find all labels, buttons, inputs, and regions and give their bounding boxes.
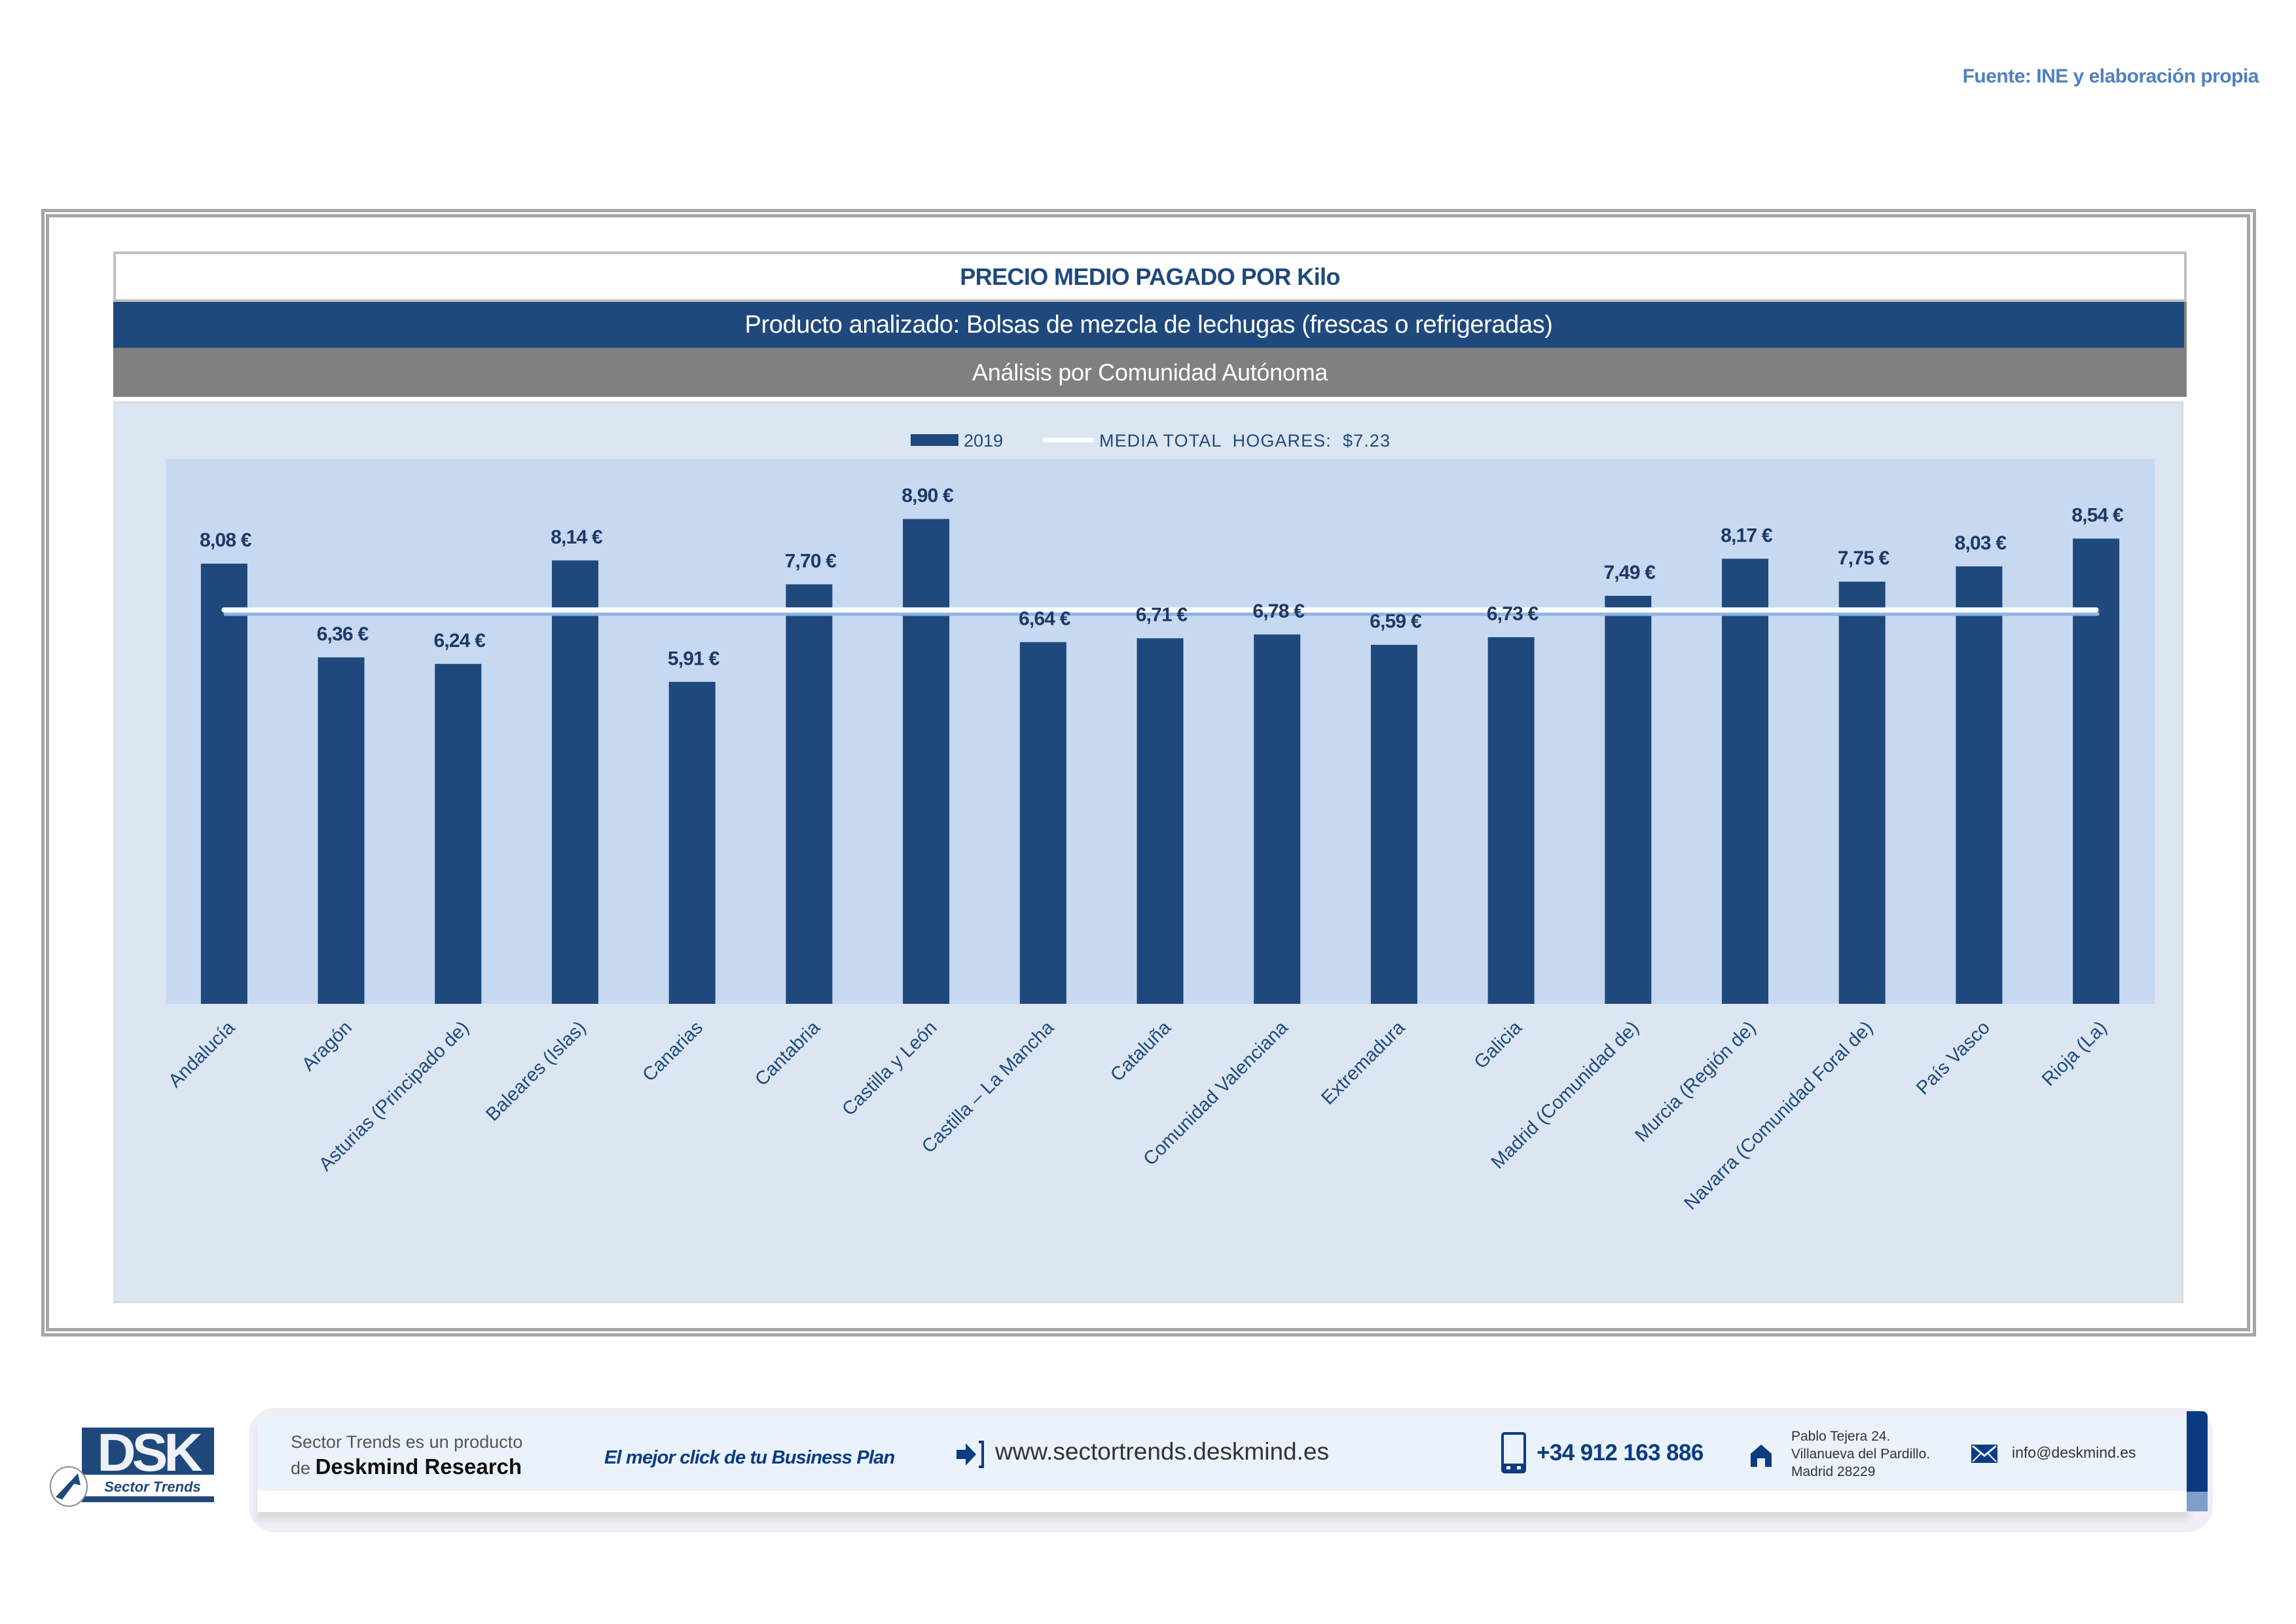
bar xyxy=(1370,644,1417,1004)
x-tick-label: Galicia xyxy=(1470,1017,1527,1073)
data-label: 7,70 € xyxy=(785,550,837,572)
x-tick-label: Extremadura xyxy=(1317,1017,1410,1109)
legend-label-2019: 2019 xyxy=(964,431,1003,451)
bar xyxy=(318,657,365,1004)
source-note: Fuente: INE y elaboración propia xyxy=(1962,65,2259,87)
arrow-into-bracket-icon xyxy=(957,1441,984,1468)
data-label: 8,54 € xyxy=(2071,504,2124,526)
envelope-icon xyxy=(1971,1445,1997,1463)
dsk-logo: DSK Sector Trends xyxy=(49,1423,216,1508)
cursor-arrow-icon xyxy=(50,1466,88,1507)
data-label: 8,08 € xyxy=(200,530,252,551)
bar xyxy=(1019,642,1066,1004)
bar xyxy=(1137,638,1184,1004)
legend-label-mean: MEDIA TOTAL HOGARES: $7.23 xyxy=(1099,431,1390,451)
footer-strip: Sector Trends es un producto de Deskmind… xyxy=(257,1418,2189,1490)
data-label: 6,71 € xyxy=(1136,604,1188,626)
inner-frame xyxy=(46,214,2250,1331)
footer-url-link[interactable]: www.sectortrends.deskmind.es xyxy=(995,1438,1329,1465)
x-tick-label: Castilla y León xyxy=(838,1017,941,1120)
product-band: Producto analizado: Bolsas de mezcla de … xyxy=(113,302,2187,348)
bar-chart: 8,08 € 6,36 € 6,24 € 8,14 € 5,91 € 7,70 € 8,90… xyxy=(164,431,2155,1214)
data-label: 8,03 € xyxy=(1955,532,2007,554)
data-label: 6,64 € xyxy=(1019,608,1071,630)
bar xyxy=(1838,581,1886,1004)
address-line: Madrid 28229 xyxy=(1791,1464,1876,1479)
footer-brand-name: Deskmind Research xyxy=(315,1454,522,1479)
footer-tagline: El mejor click de tu Business Plan xyxy=(604,1447,895,1468)
data-label: 8,17 € xyxy=(1721,525,1773,546)
address-line: Villanueva del Pardillo. xyxy=(1791,1447,1931,1462)
data-label: 6,59 € xyxy=(1370,611,1422,633)
title-band: PRECIO MEDIO PAGADO POR Kilo xyxy=(113,251,2187,302)
x-tick-label: País Vasco xyxy=(1912,1017,1994,1099)
outer-frame xyxy=(41,209,2256,1337)
analysis-subtitle: Análisis por Comunidad Autónoma xyxy=(972,358,1328,386)
analysis-band: Análisis por Comunidad Autónoma xyxy=(113,348,2187,397)
logo-box xyxy=(82,1428,214,1475)
bar xyxy=(200,563,247,1004)
x-tick-label: Castilla – La Mancha xyxy=(918,1017,1059,1158)
data-label: 5,91 € xyxy=(668,648,720,669)
data-label: 8,14 € xyxy=(551,526,603,548)
data-label: 6,78 € xyxy=(1252,600,1305,622)
x-tick-label: Cantabria xyxy=(751,1017,824,1090)
x-tick-label: Murcia (Región de) xyxy=(1631,1017,1760,1146)
x-tick-label: Aragón xyxy=(298,1017,356,1075)
legend-swatch-2019 xyxy=(911,434,958,446)
footer-brand-line: de Deskmind Research xyxy=(291,1454,522,1479)
x-tick-label: Andalucía xyxy=(164,1017,239,1092)
x-tick-label: Canarias xyxy=(638,1017,707,1086)
data-label: 6,73 € xyxy=(1487,603,1539,625)
bar xyxy=(1254,634,1301,1004)
mobile-phone-icon xyxy=(1501,1432,1526,1473)
bar xyxy=(1487,637,1535,1004)
data-label: 8,90 € xyxy=(902,485,954,507)
data-label: 6,36 € xyxy=(317,623,369,645)
bar xyxy=(786,584,833,1004)
logo-subtitle: Sector Trends xyxy=(104,1479,201,1495)
bar xyxy=(668,682,716,1004)
footer-accent-tab-light xyxy=(2187,1492,2208,1511)
bar xyxy=(551,560,598,1004)
bar xyxy=(1605,595,1652,1004)
home-icon xyxy=(1751,1445,1772,1467)
footer-email-link[interactable]: info@deskmind.es xyxy=(2012,1444,2136,1461)
bar xyxy=(2073,538,2120,1004)
footer-card: Sector Trends es un producto de Deskmind… xyxy=(257,1418,2189,1512)
bar xyxy=(903,519,950,1004)
footer-phone: +34 912 163 886 xyxy=(1537,1440,1704,1466)
bar xyxy=(435,663,482,1004)
chart-panel: 8,08 € 6,36 € 6,24 € 8,14 € 5,91 € 7,70 € 8,90… xyxy=(113,401,2183,1303)
x-tick-label: Baleares (Islas) xyxy=(482,1017,590,1125)
footer-address: Pablo Tejera 24. Villanueva del Pardillo… xyxy=(1791,1428,1930,1481)
bar xyxy=(1956,566,2003,1004)
data-label: 7,75 € xyxy=(1838,547,1890,569)
data-label: 6,24 € xyxy=(433,630,486,652)
bar xyxy=(1722,559,1769,1004)
footer-brand-prefix: de xyxy=(291,1458,311,1478)
logo-text: DSK xyxy=(97,1426,202,1483)
x-tick-label: Rioja (La) xyxy=(2038,1017,2111,1090)
x-tick-label: Cataluña xyxy=(1106,1017,1175,1086)
page-title: PRECIO MEDIO PAGADO POR Kilo xyxy=(960,263,1340,290)
product-subtitle: Producto analizado: Bolsas de mezcla de … xyxy=(744,310,1553,339)
x-tick-label: Navarra (Comunidad Foral de) xyxy=(1680,1017,1877,1214)
data-label: 7,49 € xyxy=(1604,562,1656,583)
footer-product-line: Sector Trends es un producto xyxy=(291,1432,523,1452)
address-line: Pablo Tejera 24. xyxy=(1791,1429,1891,1444)
